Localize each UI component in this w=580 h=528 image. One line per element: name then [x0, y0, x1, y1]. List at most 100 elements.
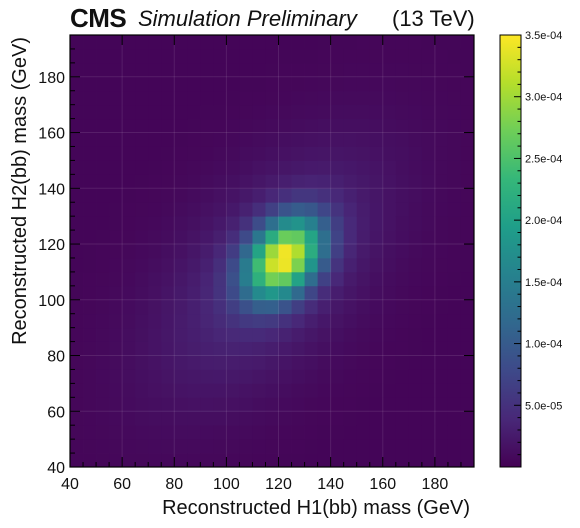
heatmap-cell: [291, 230, 305, 245]
heatmap-cell: [265, 439, 279, 454]
heatmap-cell: [109, 202, 123, 217]
heatmap-cell: [434, 216, 449, 231]
heatmap-cell: [122, 160, 136, 175]
x-tick-label: 40: [61, 476, 79, 493]
heatmap-cell: [343, 397, 358, 412]
heatmap-cell: [161, 453, 175, 468]
heatmap-cell: [330, 355, 345, 370]
heatmap-cell: [83, 285, 97, 301]
heatmap-cell: [265, 230, 279, 245]
heatmap-cell: [278, 341, 292, 356]
heatmap-cell: [408, 411, 423, 426]
heatmap-cell: [421, 160, 436, 175]
heatmap-cell: [239, 104, 253, 120]
heatmap-cell: [369, 327, 384, 342]
heatmap-cell: [382, 299, 397, 315]
heatmap-cell: [200, 383, 214, 398]
heatmap-cell: [434, 90, 449, 106]
heatmap-cell: [343, 160, 358, 175]
heatmap-cell: [122, 118, 136, 133]
heatmap-cell: [447, 397, 462, 412]
heatmap-cell: [460, 453, 475, 468]
heatmap-cell: [265, 216, 279, 231]
heatmap-cell: [317, 188, 332, 203]
heatmap-cell: [460, 104, 475, 120]
heatmap-cell: [226, 188, 240, 203]
heatmap-cell: [161, 299, 175, 315]
heatmap-cell: [161, 118, 175, 133]
heatmap-cell: [304, 118, 319, 133]
heatmap-cell: [213, 453, 227, 468]
heatmap-cell: [278, 271, 292, 287]
heatmap-cell: [70, 299, 84, 315]
heatmap-cell: [395, 299, 410, 315]
heatmap-cell: [460, 327, 475, 342]
heatmap-cell: [304, 285, 319, 301]
heatmap-cell: [408, 76, 423, 92]
heatmap-cell: [174, 271, 188, 287]
heatmap-cell: [291, 48, 305, 64]
heatmap-cell: [447, 425, 462, 440]
heatmap-cell: [330, 271, 345, 287]
heatmap-cell: [408, 425, 423, 440]
heatmap-cell: [447, 299, 462, 315]
heatmap-cell: [200, 397, 214, 412]
heatmap-cell: [434, 313, 449, 329]
heatmap-cell: [317, 369, 332, 384]
heatmap-cell: [226, 355, 240, 370]
heatmap-cell: [200, 355, 214, 370]
heatmap-cell: [148, 202, 162, 217]
heatmap-cell: [447, 202, 462, 217]
heatmap-cell: [122, 369, 136, 384]
heatmap-cell: [135, 271, 149, 287]
heatmap-cell: [148, 160, 162, 175]
heatmap-cell: [161, 313, 175, 329]
heatmap-cell: [70, 439, 84, 454]
heatmap-cell: [369, 383, 384, 398]
heatmap-cell: [252, 355, 266, 370]
heatmap-cell: [460, 202, 475, 217]
heatmap-cell: [83, 216, 97, 231]
heatmap-cell: [83, 202, 97, 217]
heatmap-cell: [278, 299, 292, 315]
heatmap-cell: [356, 118, 371, 133]
heatmap-cell: [265, 285, 279, 301]
heatmap-cell: [200, 244, 214, 259]
heatmap-cell: [122, 202, 136, 217]
heatmap-cell: [187, 216, 201, 231]
heatmap-cell: [161, 90, 175, 106]
heatmap-cell: [174, 76, 188, 92]
heatmap-cell: [265, 62, 279, 78]
heatmap-cell: [187, 76, 201, 92]
heatmap-cell: [447, 132, 462, 147]
heatmap-cell: [252, 160, 266, 175]
heatmap-cell: [421, 174, 436, 189]
heatmap-cell: [447, 313, 462, 329]
heatmap-cell: [265, 90, 279, 106]
heatmap-cell: [70, 90, 84, 106]
heatmap-cell: [187, 327, 201, 342]
heatmap-cell: [148, 216, 162, 231]
heatmap-cell: [343, 90, 358, 106]
heatmap-cell: [174, 174, 188, 189]
heatmap-cell: [369, 230, 384, 245]
heatmap-cell: [343, 76, 358, 92]
heatmap-cell: [239, 383, 253, 398]
heatmap-cell: [265, 104, 279, 120]
heatmap-cell: [408, 48, 423, 64]
heatmap-cell: [109, 355, 123, 370]
heatmap-cell: [317, 425, 332, 440]
heatmap-cell: [200, 439, 214, 454]
heatmap-cell: [317, 174, 332, 189]
heatmap-cell: [200, 257, 214, 273]
heatmap-cell: [135, 355, 149, 370]
heatmap-cell: [161, 104, 175, 120]
heatmap-cell: [122, 104, 136, 120]
heatmap-cell: [122, 355, 136, 370]
heatmap-cell: [70, 230, 84, 245]
heatmap-cell: [356, 216, 371, 231]
heatmap-cell: [330, 299, 345, 315]
heatmap-cell: [291, 439, 305, 454]
heatmap-cell: [239, 132, 253, 147]
heatmap-cell: [252, 313, 266, 329]
